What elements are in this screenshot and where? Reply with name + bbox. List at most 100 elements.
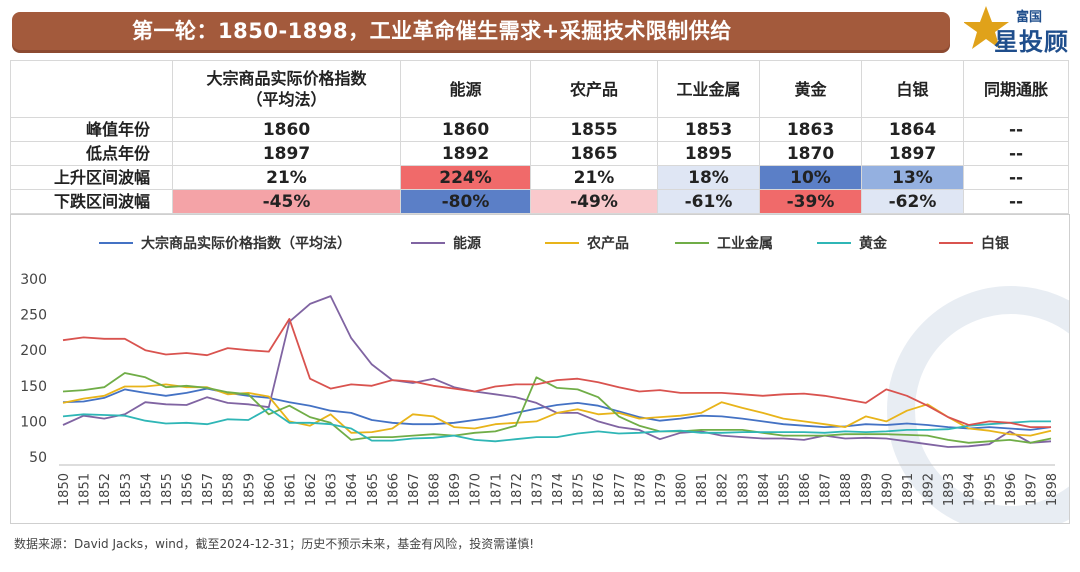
table-cell: 18% [657,165,760,190]
x-tick-label: 1884 [757,473,772,506]
x-tick-label: 1886 [798,473,813,506]
legend-label: 黄金 [859,235,888,252]
line-chart: 大宗商品实际价格指数（平均法） 能源 农产品 工业金属 黄金 白银 50 100 150 200 2… [10,214,1070,524]
table-cell: 1897 [861,141,964,166]
x-tick-label: 1872 [510,473,525,506]
series-line [62,372,1052,444]
x-tick-label: 1870 [469,473,484,506]
table-row: 峰值年份 1860 1860 1855 1853 1863 1864 -- [10,117,1069,142]
x-tick-label: 1891 [901,473,916,506]
y-tick-label: 250 [20,308,47,324]
table-cell: -80% [400,189,531,214]
table-cell: 21% [172,165,401,190]
table-cell: -- [963,117,1069,142]
star-icon [964,6,1009,49]
x-tick-label: 1861 [283,473,298,506]
x-tick-label: 1863 [325,473,340,506]
row-label: 峰值年份 [10,117,173,142]
y-tick-label: 300 [20,272,47,288]
table-cell: -49% [530,189,658,214]
series-line [62,407,1051,443]
table-cell: 1864 [861,117,964,142]
watermark [887,286,1069,523]
y-tick-label: 150 [20,379,47,395]
table-cell: 1870 [759,141,862,166]
x-tick-label: 1883 [736,473,751,506]
column-header: 工业金属 [657,60,760,118]
x-tick-label: 1887 [819,473,834,506]
table-cell: 224% [400,165,531,190]
column-header: 能源 [400,60,531,118]
table-cell: -- [963,165,1069,190]
x-tick-label: 1874 [551,473,566,506]
table-row: 下跌区间波幅 -45% -80% -49% -61% -39% -62% -- [10,189,1069,214]
x-tick-label: 1862 [304,473,319,506]
page-title: 第一轮：1850-1898，工业革命催生需求+采掘技术限制供给 [132,19,732,43]
row-label: 低点年份 [10,141,173,166]
x-tick-label: 1894 [963,473,978,506]
x-tick-label: 1890 [880,473,895,506]
logo-brand-small: 富国 [1016,10,1043,25]
table-cell: -62% [861,189,964,214]
table-cell: -39% [759,189,862,214]
y-tick-label: 100 [20,414,47,430]
x-tick-label: 1880 [675,473,690,506]
column-header: 同期通胀 [963,60,1069,118]
table-cell: 10% [759,165,862,190]
x-tick-label: 1897 [1024,473,1039,506]
x-tick-label: 1867 [407,473,422,506]
x-tick-label: 1877 [613,473,628,506]
table-cell: 21% [530,165,658,190]
column-header: 黄金 [759,60,862,118]
x-tick-label: 1864 [345,473,360,506]
table-corner-cell [10,60,173,118]
x-tick-label: 1854 [139,473,154,506]
column-header: 大宗商品实际价格指数（平均法） [172,60,401,118]
x-tick-label: 1859 [242,473,257,506]
x-tick-label: 1853 [119,473,134,506]
column-header: 农产品 [530,60,658,118]
x-tick-label: 1868 [428,473,443,506]
summary-table: 大宗商品实际价格指数（平均法） 能源 农产品 工业金属 黄金 白银 同期通胀峰值年份 1860… [10,60,1069,214]
x-tick-label: 1878 [633,473,648,506]
legend-label: 白银 [981,235,1010,252]
legend-label: 农产品 [586,235,629,252]
x-tick-label: 1871 [489,473,504,506]
y-tick-label: 50 [29,450,47,466]
table-cell: 1897 [172,141,401,166]
legend-label: 能源 [453,235,481,252]
x-tick-label: 1869 [448,473,463,506]
x-tick-label: 1852 [98,473,113,506]
table-cell: 1855 [530,117,658,142]
table-cell: 1892 [400,141,531,166]
source-note: 数据来源：David Jacks，wind，截至2024-12-31；历史不预示… [14,537,535,551]
legend-label: 大宗商品实际价格指数（平均法） [141,235,351,252]
x-tick-label: 1850 [57,473,72,506]
row-label: 下跌区间波幅 [10,189,173,214]
x-tick-label: 1882 [716,473,731,506]
x-tick-label: 1866 [386,473,401,506]
table-cell: 1860 [400,117,531,142]
x-tick-label: 1860 [263,473,278,506]
x-tick-label: 1885 [777,473,792,506]
brand-logo: 富国 星投顾 [964,4,1074,56]
column-header: 白银 [861,60,964,118]
table-cell: -45% [172,189,401,214]
row-label: 上升区间波幅 [10,165,173,190]
x-tick-label: 1856 [181,473,196,506]
logo-brand-big: 星投顾 [994,28,1069,56]
x-tick-label: 1889 [860,473,875,506]
legend-label: 工业金属 [717,235,773,252]
table-cell: 1895 [657,141,760,166]
x-tick-label: 1881 [695,473,710,506]
x-tick-label: 1875 [572,473,587,506]
x-tick-label: 1857 [201,473,216,506]
x-tick-label: 1876 [592,473,607,506]
x-tick-label: 1865 [366,473,381,506]
table-cell: -- [963,189,1069,214]
chart-canvas: 大宗商品实际价格指数（平均法） 能源 农产品 工业金属 黄金 白银 50 100 150 200 2… [20,235,1069,523]
table-row: 低点年份 1897 1892 1865 1895 1870 1897 -- [10,141,1069,166]
x-tick-label: 1855 [160,473,175,506]
x-tick-label: 1895 [983,473,998,506]
y-tick-label: 200 [20,343,47,359]
